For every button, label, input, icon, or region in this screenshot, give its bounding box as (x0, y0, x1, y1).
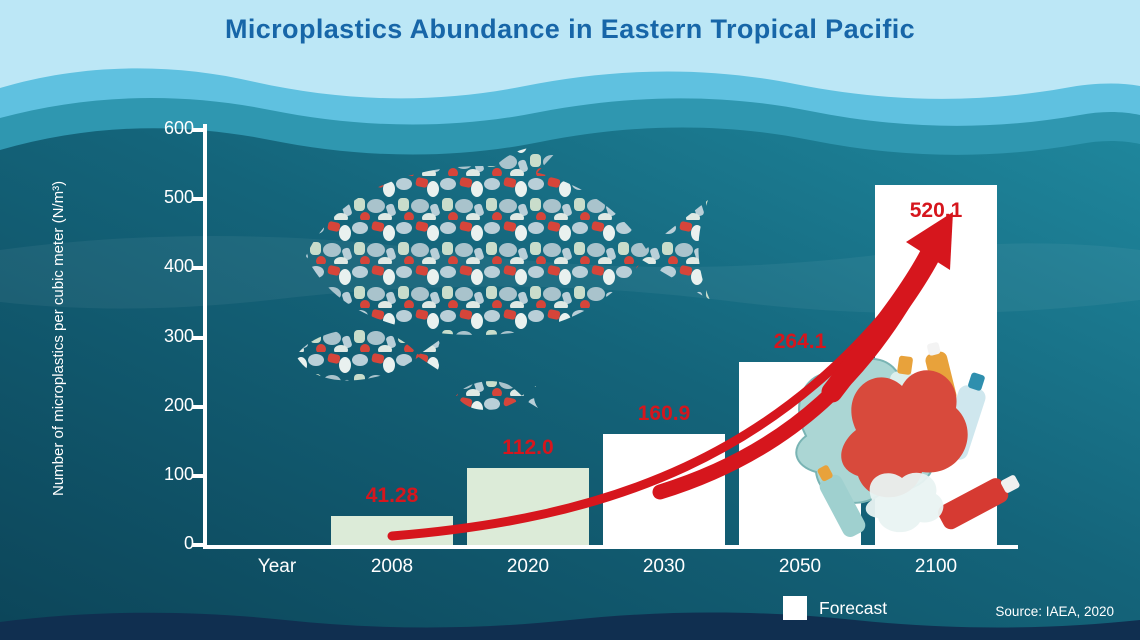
y-tick-label: 600 (163, 118, 194, 138)
bar-value-2008: 41.28 (365, 484, 419, 508)
y-tick-label: 400 (163, 256, 194, 277)
y-tick-label: 300 (163, 325, 194, 346)
legend: Forecast (783, 596, 887, 620)
bar-2100 (875, 185, 997, 545)
bar-value-2050: 264.1 (773, 330, 827, 354)
y-axis-title: Number of microplastics per cubic meter … (50, 180, 67, 496)
small-fish-illustration (296, 329, 443, 381)
y-tick-mark (192, 404, 204, 409)
y-tick-label: 100 (163, 463, 194, 484)
y-tick-mark (192, 266, 204, 271)
legend-swatch-forecast (783, 596, 807, 620)
x-tick-label-2020: 2020 (506, 556, 550, 577)
x-tick-label-2008: 2008 (370, 556, 414, 577)
legend-label-forecast: Forecast (819, 597, 888, 618)
bar-2020 (467, 467, 589, 545)
bar-value-2100: 520.1 (909, 199, 963, 223)
bar-2050 (739, 362, 861, 545)
seabed-band (0, 612, 1140, 640)
chart-title: Microplastics Abundance in Eastern Tropi… (224, 14, 916, 44)
y-tick-mark (192, 473, 204, 478)
bar-2008 (331, 516, 453, 545)
bar-value-2020: 112.0 (502, 435, 554, 459)
y-tick-label: 0 (183, 533, 194, 553)
x-tick-label-2030: 2030 (642, 556, 686, 577)
x-axis-line (203, 545, 1018, 549)
x-tick-label-2100: 2100 (914, 556, 958, 577)
large-fish-illustration (306, 146, 710, 336)
y-tick-label: 500 (163, 187, 194, 208)
y-tick-mark (192, 335, 204, 340)
y-tick-label: 200 (163, 394, 194, 415)
bar-2030 (603, 433, 725, 545)
y-tick-mark (192, 128, 204, 132)
y-tick-mark (192, 197, 204, 202)
x-axis-title: Year (257, 556, 297, 577)
bar-value-2030: 160.9 (637, 401, 691, 425)
source-note: Source: IAEA, 2020 (995, 604, 1114, 619)
y-tick-mark (192, 543, 204, 547)
tiny-fish-illustration (456, 381, 538, 410)
x-tick-label-2050: 2050 (778, 556, 822, 577)
